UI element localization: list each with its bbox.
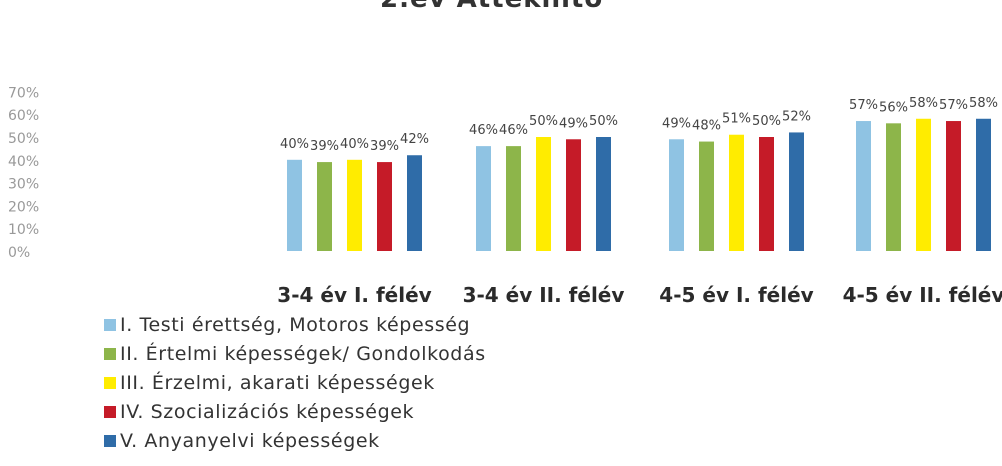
- data-label: 48%: [692, 119, 721, 134]
- data-label: 58%: [909, 96, 938, 111]
- data-label: 57%: [849, 98, 878, 113]
- legend-label: I. Testi érettség, Motoros képesség: [120, 313, 471, 336]
- data-label: 46%: [499, 123, 528, 138]
- bar: [407, 155, 422, 251]
- legend: I. Testi érettség, Motoros képesség II. É…: [104, 310, 486, 455]
- legend-item: II. Értelmi képességek/ Gondolkodás: [104, 339, 486, 368]
- bar: [506, 146, 521, 251]
- bar: [759, 137, 774, 251]
- bar: [789, 132, 804, 251]
- bar: [976, 118, 991, 251]
- bar: [596, 137, 611, 251]
- bar: [729, 134, 744, 251]
- bar: [317, 162, 332, 251]
- bar: [347, 159, 362, 251]
- legend-label: V. Anyanyelvi képességek: [120, 429, 380, 452]
- bar: [946, 121, 961, 251]
- data-label: 40%: [280, 137, 309, 152]
- legend-swatch: [104, 347, 116, 360]
- data-label: 40%: [340, 137, 369, 152]
- data-label: 50%: [529, 114, 558, 129]
- data-label: 51%: [722, 112, 751, 127]
- y-tick-label: 60%: [8, 108, 39, 124]
- data-label: 46%: [469, 123, 498, 138]
- data-label: 42%: [400, 132, 429, 147]
- bar: [916, 118, 931, 251]
- chart-title-fragment: 2.év Áttekintő: [380, 0, 603, 14]
- legend-swatch: [104, 405, 116, 418]
- legend-swatch: [104, 376, 116, 389]
- bar: [886, 123, 901, 251]
- legend-swatch: [104, 318, 116, 331]
- category-label: 4-5 év II. félév: [843, 283, 1002, 307]
- category-label: 4-5 év I. félév: [659, 283, 813, 307]
- data-label: 39%: [310, 139, 339, 154]
- legend-item: V. Anyanyelvi képességek: [104, 426, 486, 455]
- y-tick-label: 50%: [8, 131, 39, 147]
- legend-label: IV. Szocializációs képességek: [120, 400, 415, 423]
- category-label: 3-4 év I. félév: [277, 283, 431, 307]
- bar-chart-svg: 0% 10% 20% 30% 40% 50% 60% 70% 40% 46% 49% 57% 39% 46…: [8, 85, 1002, 307]
- data-label: 56%: [879, 100, 908, 115]
- data-label: 50%: [752, 114, 781, 129]
- bar: [669, 139, 684, 251]
- y-tick-label: 20%: [8, 199, 39, 215]
- bar: [377, 162, 392, 251]
- data-label: 58%: [969, 96, 998, 111]
- y-tick-label: 40%: [8, 154, 39, 170]
- legend-label: III. Érzelmi, akarati képességek: [120, 371, 435, 394]
- y-tick-label: 0%: [8, 245, 30, 261]
- bar: [856, 121, 871, 251]
- data-label: 52%: [782, 109, 811, 124]
- legend-label: II. Értelmi képességek/ Gondolkodás: [120, 342, 486, 365]
- y-tick-label: 30%: [8, 177, 39, 193]
- category-label: 3-4 év II. félév: [463, 283, 625, 307]
- legend-item: IV. Szocializációs képességek: [104, 397, 486, 426]
- data-label: 50%: [589, 114, 618, 129]
- y-tick-label: 10%: [8, 222, 39, 238]
- data-label: 39%: [370, 139, 399, 154]
- data-label: 49%: [662, 116, 691, 131]
- bar: [287, 159, 302, 251]
- bar: [699, 141, 714, 251]
- legend-swatch: [104, 434, 116, 447]
- data-label: 57%: [939, 98, 968, 113]
- data-label: 49%: [559, 116, 588, 131]
- legend-item: III. Érzelmi, akarati képességek: [104, 368, 486, 397]
- bar: [476, 146, 491, 251]
- legend-item: I. Testi érettség, Motoros képesség: [104, 310, 486, 339]
- bar: [536, 137, 551, 251]
- bar: [566, 139, 581, 251]
- y-tick-label: 70%: [8, 85, 39, 101]
